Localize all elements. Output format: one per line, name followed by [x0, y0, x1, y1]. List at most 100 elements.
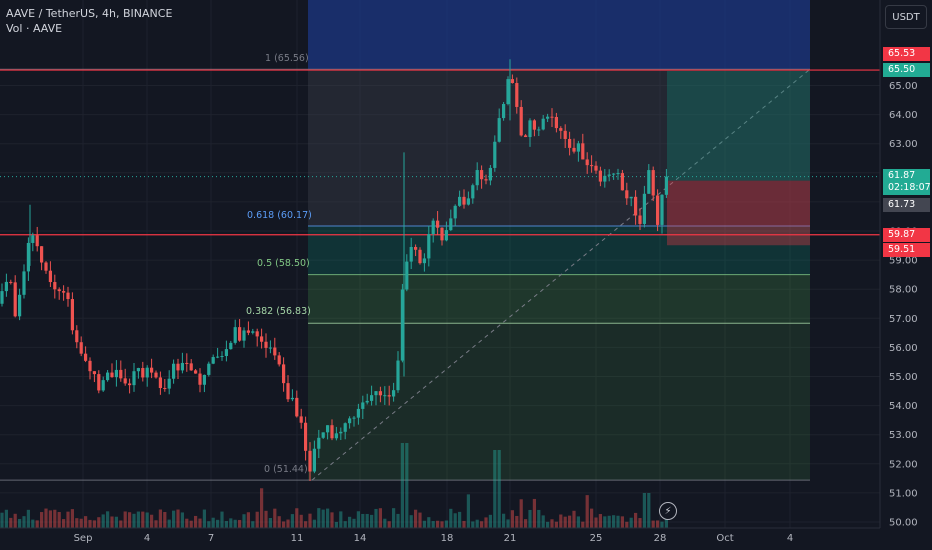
volume-bar [304, 521, 308, 528]
candle-body [541, 118, 545, 130]
volume-bar [106, 511, 110, 528]
volume-bar [207, 521, 211, 528]
candle-body [273, 347, 277, 356]
resistance-low-price-tag: 59.87 [883, 228, 930, 242]
candle-body [150, 367, 154, 373]
volume-bar [510, 510, 514, 528]
volume-bar [612, 515, 616, 528]
candle-body [70, 299, 74, 331]
volume-bar [488, 514, 492, 528]
candle-body [497, 118, 501, 142]
volume-bar [387, 521, 391, 528]
volume-bar [282, 521, 286, 528]
candle-body [75, 330, 79, 343]
volume-bar [18, 518, 22, 528]
candle-body [550, 116, 554, 118]
currency-button[interactable]: USDT [885, 5, 927, 29]
volume-bar [255, 511, 259, 528]
volume-bar [554, 521, 558, 528]
candle-body [576, 143, 580, 152]
volume-bar [396, 513, 400, 528]
candle-body [251, 331, 255, 333]
volume-bar [524, 519, 528, 528]
candle-body [176, 363, 180, 371]
price-tick-label: 54.00 [889, 401, 918, 412]
volume-bar [216, 519, 220, 528]
fib-level-05-label: 0.5 (58.50) [257, 258, 310, 269]
candle-body [321, 432, 325, 438]
volume-bar [568, 515, 572, 528]
candle-body [295, 397, 299, 417]
time-tick-label: 4 [787, 533, 793, 544]
candle-body [48, 270, 52, 283]
volume-bar [220, 511, 224, 528]
candle-body [290, 397, 294, 400]
volume-bar [176, 509, 180, 528]
volume-bar [541, 515, 545, 528]
candle-body [180, 362, 184, 371]
volume-bar [480, 521, 484, 528]
candle-body [620, 173, 624, 191]
candle-body [277, 355, 281, 365]
volume-bar [40, 512, 44, 528]
volume-bar [453, 513, 457, 528]
candle-body [308, 450, 312, 472]
volume-bar [202, 509, 206, 528]
volume-bar [519, 499, 523, 528]
position-profit-zone [667, 70, 810, 181]
candle-body [572, 147, 576, 152]
candle-body [598, 170, 602, 182]
time-tick-label: Oct [716, 533, 733, 544]
candle-body [506, 79, 510, 105]
volume-bar [286, 519, 290, 528]
volume-bar [326, 508, 330, 528]
candle-body [590, 165, 594, 167]
volume-bar [378, 508, 382, 528]
volume-bar [471, 521, 475, 528]
volume-bar [92, 520, 96, 528]
candle-body [246, 330, 250, 333]
volume-bar [167, 519, 171, 528]
candle-body [44, 262, 48, 271]
volume-bar [57, 512, 61, 528]
volume-bar [651, 520, 655, 528]
candle-body [356, 408, 360, 418]
candle-body [664, 176, 668, 195]
volume-bar [427, 517, 431, 528]
candle-body [475, 170, 479, 186]
volume-bar [330, 512, 334, 528]
volume-bar [484, 517, 488, 528]
candle-body [546, 116, 550, 119]
price-tick-label: 53.00 [889, 430, 918, 441]
candle-body [233, 327, 237, 343]
volume-bar [339, 511, 343, 528]
volume-bar [374, 508, 378, 528]
volume-bar [295, 508, 299, 528]
volume-indicator-label[interactable]: Vol · AAVE [6, 22, 63, 35]
candle-body [449, 218, 453, 231]
candle-body [31, 235, 35, 243]
candle-body [185, 362, 189, 364]
candle-body [22, 271, 26, 295]
volume-bar [264, 510, 268, 528]
candle-body [462, 196, 466, 205]
lightning-icon[interactable]: ⚡ [659, 502, 677, 520]
candle-body [515, 83, 519, 107]
candle-body [343, 423, 347, 432]
volume-bar [114, 516, 118, 528]
candle-body [400, 289, 404, 361]
fib-trend-line [311, 68, 811, 481]
candle-body [493, 141, 497, 168]
price-tick-label: 55.00 [889, 372, 918, 383]
volume-bar [79, 518, 83, 528]
candle-body [299, 416, 303, 423]
price-tick-label: 52.00 [889, 459, 918, 470]
price-tick-label: 59.00 [889, 256, 918, 267]
volume-bar [277, 516, 281, 528]
volume-bar [590, 508, 594, 528]
volume-bar [475, 519, 479, 528]
symbol-title[interactable]: AAVE / TetherUS, 4h, BINANCE [6, 7, 173, 20]
volume-bar [537, 509, 541, 528]
candle-body [211, 357, 215, 364]
